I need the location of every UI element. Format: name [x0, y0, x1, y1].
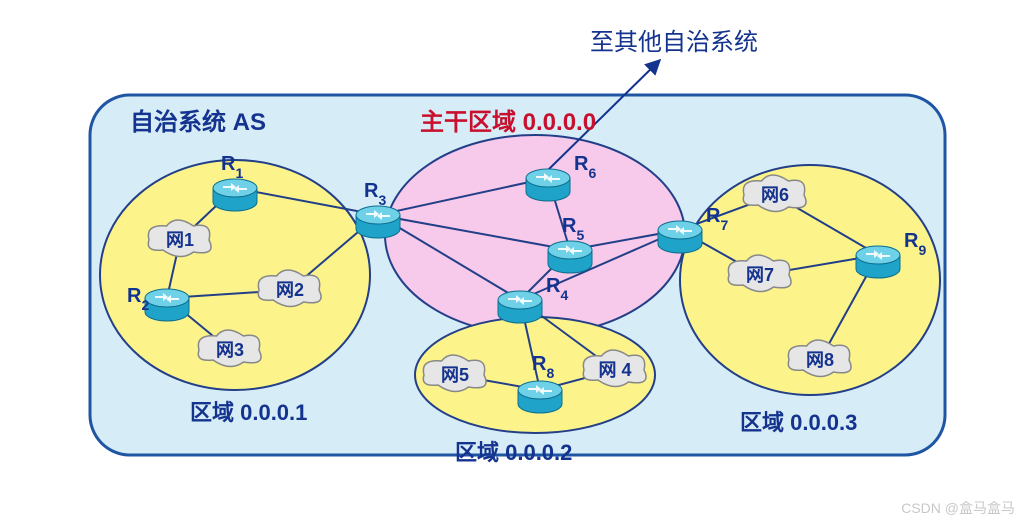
diagram-canvas: 网1网2网3网 4网5网6网7网8R1R2R3R4R5R6R7R8R9自治系统 …: [0, 0, 1027, 524]
area3-label: 区域 0.0.0.3: [740, 410, 857, 435]
area2-label: 区域 0.0.0.2: [455, 440, 572, 465]
cloud-N7-label: 网7: [746, 265, 774, 285]
cloud-N2-label: 网2: [276, 280, 304, 300]
cloud-N4-label: 网 4: [598, 360, 631, 380]
as-label: 自治系统 AS: [130, 108, 266, 136]
area1-label: 区域 0.0.0.1: [190, 400, 307, 425]
watermark: CSDN @盒马盒马: [901, 498, 1015, 518]
cloud-N3-label: 网3: [216, 340, 244, 360]
cloud-N8-label: 网8: [806, 350, 834, 370]
external-label: 至其他自治系统: [590, 29, 758, 56]
backbone-label: 主干区域 0.0.0.0: [420, 109, 596, 136]
cloud-N6-label: 网6: [761, 185, 789, 205]
cloud-N5-label: 网5: [441, 365, 469, 385]
cloud-N1-label: 网1: [166, 230, 194, 250]
